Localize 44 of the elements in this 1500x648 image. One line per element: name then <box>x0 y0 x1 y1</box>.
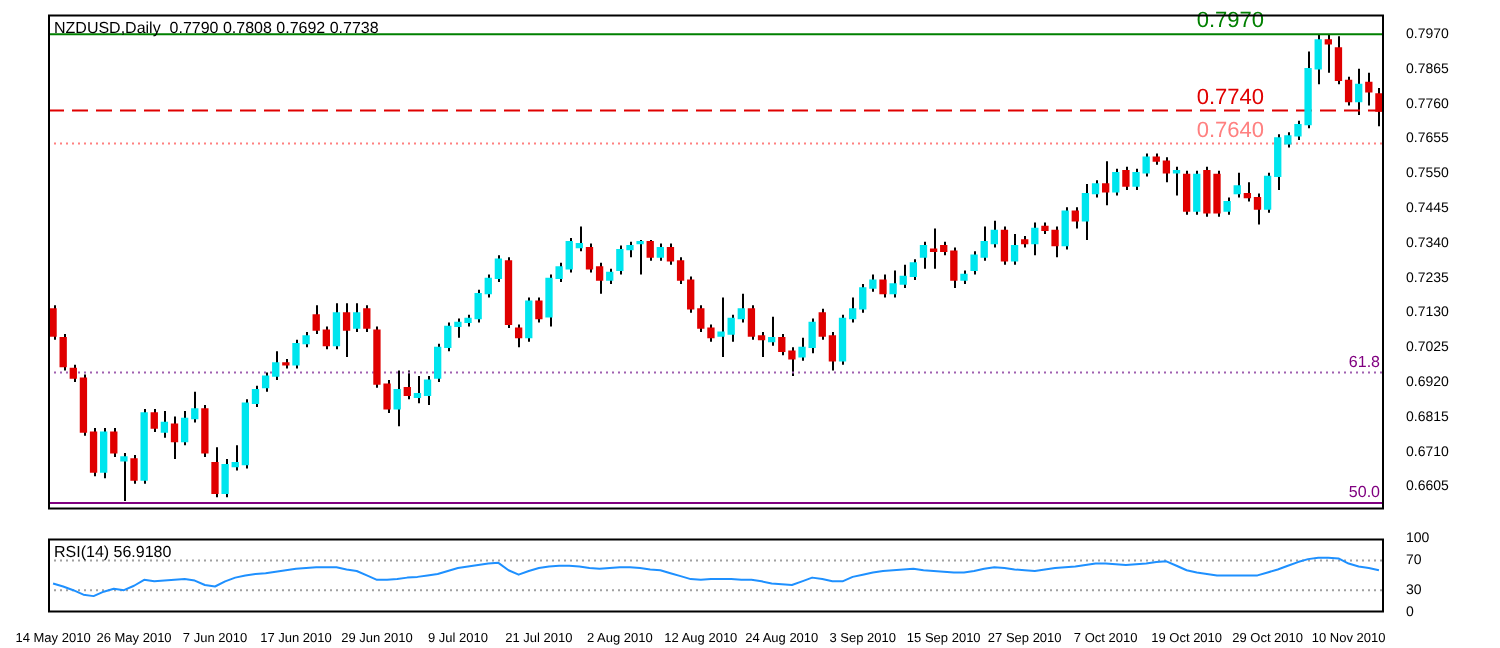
candlestick <box>1365 71 1373 107</box>
annotation: 61.8 <box>1348 352 1382 371</box>
candlestick <box>879 273 887 299</box>
candlestick <box>1010 233 1019 266</box>
candlestick <box>150 407 158 434</box>
candlestick <box>636 238 644 276</box>
candlestick <box>514 323 523 349</box>
candlestick <box>211 446 219 499</box>
chart-title: NZDUSD,Daily 0.7790 0.7808 0.7692 0.7738 <box>54 18 380 37</box>
candlestick <box>1233 171 1241 199</box>
annotation: 50.0 <box>1348 483 1382 502</box>
ref-line-label: 0.7740 <box>1196 85 1264 110</box>
candlestick <box>525 296 533 343</box>
candlestick <box>100 427 108 480</box>
candlestick <box>1000 225 1009 266</box>
ref-line-label: 0.7640 <box>1196 118 1264 143</box>
candlestick <box>919 240 928 270</box>
candlestick <box>1102 160 1110 207</box>
candlestick <box>768 315 776 347</box>
candlestick <box>535 296 543 324</box>
candlestick <box>59 333 67 372</box>
candlestick <box>1061 206 1069 251</box>
candlestick <box>403 369 411 401</box>
chart-title: RSI(14) 56.9180 <box>54 542 173 561</box>
candlestick <box>170 415 179 460</box>
candlestick <box>646 238 654 262</box>
candlestick <box>160 409 169 439</box>
candlestick <box>332 302 341 351</box>
candlestick <box>120 451 128 502</box>
candlestick <box>1182 169 1191 216</box>
candlestick <box>110 427 118 458</box>
candlestick <box>1122 165 1130 191</box>
candlestick <box>1071 206 1079 230</box>
candlestick <box>1193 169 1201 216</box>
candlestick <box>353 302 361 334</box>
candlestick <box>201 403 209 458</box>
candlestick <box>1112 167 1120 197</box>
candlestick <box>1324 33 1332 74</box>
candlestick <box>1031 221 1039 257</box>
candlestick <box>130 453 138 485</box>
candlestick <box>393 369 401 428</box>
candlestick <box>363 304 371 334</box>
candlestick <box>1355 67 1363 117</box>
candlestick <box>342 302 351 358</box>
